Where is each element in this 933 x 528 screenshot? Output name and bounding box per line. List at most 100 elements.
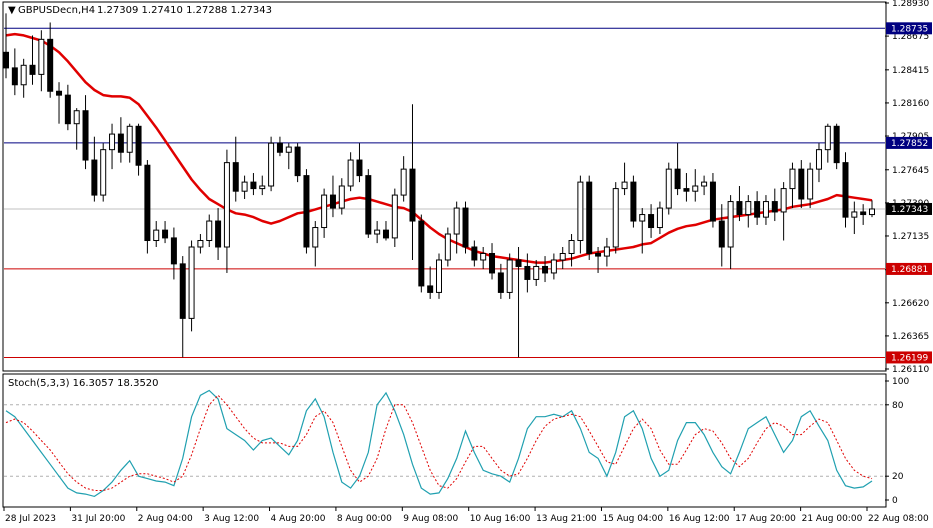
candle-body <box>789 168 796 190</box>
stoch-title: Stoch(5,3,3) 16.3057 18.3520 <box>8 378 159 389</box>
time-tick-label: 31 Jul 20:00 <box>71 514 125 524</box>
candle-body <box>73 110 80 125</box>
candle <box>347 152 354 192</box>
candle-body <box>3 51 9 69</box>
candle <box>91 136 98 202</box>
candle-body <box>312 227 319 248</box>
candle <box>391 188 398 247</box>
candle-body <box>630 181 637 222</box>
candle <box>692 169 699 202</box>
price-tick-label: 1.26110 <box>892 365 929 375</box>
candle <box>709 173 716 228</box>
candle-body <box>577 181 584 242</box>
stoch-tick-label: 80 <box>892 401 904 411</box>
candle <box>250 173 257 196</box>
price-tick-label: 1.27645 <box>892 166 929 176</box>
candle <box>506 253 513 299</box>
candle-body <box>701 181 708 187</box>
candle-body <box>29 64 36 75</box>
candle <box>639 208 646 254</box>
candle <box>436 253 442 299</box>
candle-body <box>135 125 142 166</box>
candle-body <box>718 220 725 248</box>
candle-body <box>100 149 107 196</box>
candle <box>3 13 9 79</box>
dropdown-arrow-icon[interactable]: ▼ <box>8 5 16 16</box>
candle <box>559 247 566 270</box>
candle-body <box>400 168 407 196</box>
candle-body <box>418 220 425 287</box>
level-tag-label: 1.28735 <box>891 24 928 34</box>
candle-body <box>91 159 98 196</box>
candle-body <box>648 214 655 229</box>
candle-body <box>153 229 160 242</box>
level-tag-bg <box>886 22 932 35</box>
current-price-tag-label: 1.27343 <box>891 205 928 215</box>
candle <box>824 123 831 163</box>
level-tag-label: 1.26199 <box>891 353 928 363</box>
candle-body <box>170 237 177 265</box>
time-tick-label: 28 Jul 2023 <box>5 514 56 524</box>
candle-body <box>64 94 71 125</box>
candle <box>489 243 496 280</box>
candle <box>621 162 628 196</box>
candle-body <box>82 110 89 161</box>
candle-body <box>851 211 858 218</box>
candle-body <box>56 90 63 96</box>
candle-body <box>47 38 54 92</box>
candle <box>586 175 593 260</box>
time-tick-label: 21 Aug 00:00 <box>802 514 863 524</box>
candle-body <box>568 240 575 254</box>
candle-body <box>745 201 752 216</box>
candle <box>815 143 822 183</box>
ohlc-label: 1.27309 1.27410 1.27288 1.27343 <box>97 5 272 16</box>
candle-body <box>453 207 460 235</box>
candle <box>497 263 504 299</box>
candle-body <box>480 252 487 261</box>
candle <box>356 143 363 183</box>
candle-body <box>656 207 663 229</box>
candle <box>736 186 743 222</box>
price-tick-label: 1.28675 <box>892 32 929 42</box>
candle <box>577 175 584 254</box>
candle-body <box>321 194 328 229</box>
candle-body <box>188 246 195 319</box>
candle <box>153 221 160 247</box>
candle <box>197 234 204 254</box>
candle-body <box>559 252 566 261</box>
candle-body <box>409 168 416 222</box>
candle <box>595 247 602 273</box>
candle <box>338 178 345 215</box>
candle-body <box>683 188 690 192</box>
candle <box>780 182 787 241</box>
candle <box>860 204 867 225</box>
candle <box>833 123 840 170</box>
candle-body <box>436 259 442 293</box>
candle <box>259 175 266 196</box>
candle <box>117 117 124 163</box>
candle <box>754 191 761 225</box>
price-panel[interactable] <box>2 1 887 372</box>
candle-body <box>603 246 610 257</box>
candle <box>321 188 328 238</box>
candle-body <box>595 252 602 257</box>
candle-body <box>736 201 743 216</box>
candle <box>400 156 407 202</box>
candle-body <box>197 240 204 248</box>
candle <box>170 227 177 280</box>
candle-body <box>391 194 398 239</box>
candle-body <box>471 246 478 261</box>
price-tick-label: 1.26365 <box>892 332 929 342</box>
candle <box>789 162 796 209</box>
candle-body <box>762 201 769 218</box>
time-tick-label: 10 Aug 16:00 <box>470 514 531 524</box>
time-tick-label: 3 Aug 12:00 <box>204 514 259 524</box>
candle <box>630 175 637 228</box>
candle <box>382 221 389 241</box>
candle-body <box>268 142 275 187</box>
candle-body <box>206 220 213 242</box>
candle-body <box>11 67 18 86</box>
candle-body <box>824 125 831 151</box>
candle-body <box>126 125 133 153</box>
